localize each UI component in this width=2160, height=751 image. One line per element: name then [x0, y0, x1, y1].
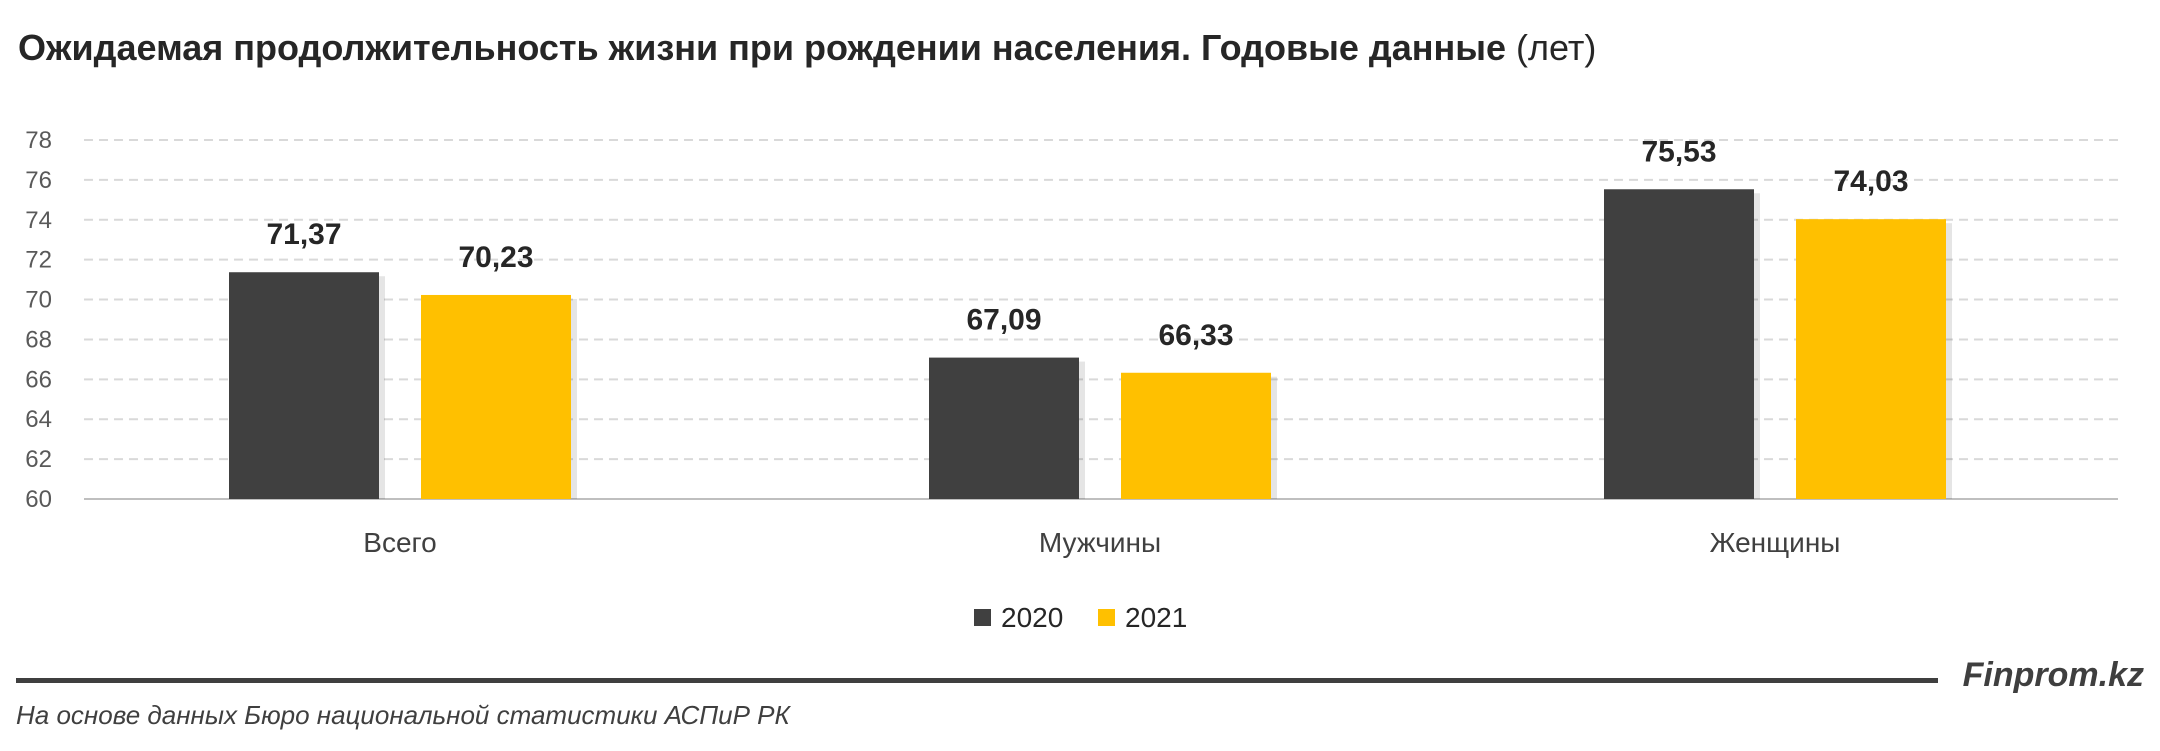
legend-label: 2021	[1125, 602, 1187, 633]
bar-2021-2	[1796, 219, 1946, 499]
bar-chart: 60 62 64 66 68 70 72 74 76 78 71,37 70,23 67,09 66,3…	[25, 127, 2118, 633]
bar-2021-1	[1121, 372, 1271, 499]
y-tick-label: 72	[25, 247, 52, 274]
chart-title-main: Ожидаемая продолжительность жизни при ро…	[18, 27, 1506, 68]
footer-divider	[16, 678, 1938, 683]
bars	[229, 189, 1952, 500]
data-label: 66,33	[1158, 319, 1233, 352]
data-label: 71,37	[266, 218, 341, 251]
bar-2020-2	[1604, 189, 1754, 500]
y-tick-label: 64	[25, 406, 52, 433]
legend-swatch-2021	[1098, 609, 1115, 626]
category-labels: Всего Мужчины Женщины	[363, 527, 1840, 558]
data-label: 74,03	[1833, 165, 1908, 198]
source-note: На основе данных Бюро национальной стати…	[16, 700, 790, 730]
data-labels: 71,37 70,23 67,09 66,33 75,53 74,03	[266, 135, 1908, 351]
chart-title-unit: (лет)	[1516, 27, 1597, 68]
legend-label: 2020	[1001, 602, 1063, 633]
brand-logo-text: Finprom.kz	[1962, 656, 2144, 694]
y-axis-ticks: 60 62 64 66 68 70 72 74 76 78	[25, 127, 52, 513]
y-tick-label: 70	[25, 287, 52, 314]
category-label: Мужчины	[1039, 527, 1161, 558]
y-tick-label: 66	[25, 366, 52, 393]
y-tick-label: 62	[25, 446, 52, 473]
y-tick-label: 68	[25, 326, 52, 353]
y-tick-label: 76	[25, 167, 52, 194]
data-label: 75,53	[1641, 135, 1716, 168]
y-tick-label: 60	[25, 486, 52, 513]
y-tick-label: 74	[25, 207, 52, 234]
bar-2020-1	[929, 357, 1079, 499]
bar-2020-0	[229, 272, 379, 499]
data-label: 70,23	[458, 241, 533, 274]
legend: 2020 2021	[974, 602, 1187, 633]
data-label: 67,09	[966, 304, 1041, 337]
category-label: Женщины	[1710, 527, 1841, 558]
y-tick-label: 78	[25, 127, 52, 154]
bar-2021-0	[421, 294, 571, 499]
chart-title: Ожидаемая продолжительность жизни при ро…	[18, 26, 1596, 70]
category-label: Всего	[363, 527, 436, 558]
legend-swatch-2020	[974, 609, 991, 626]
